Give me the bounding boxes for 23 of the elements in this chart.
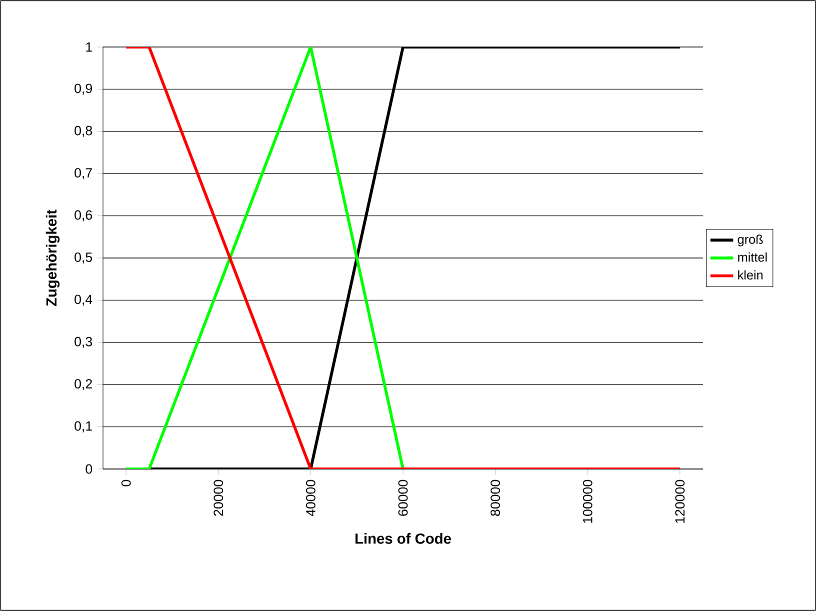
legend-label: mittel (738, 252, 767, 262)
y-tick-label: 0,4 (74, 294, 92, 306)
x-tick-label: 120000 (675, 480, 685, 523)
legend-label: klein (738, 270, 763, 280)
x-tick-label: 40000 (306, 480, 316, 516)
x-tick-label: 60000 (398, 480, 408, 516)
x-tick-label: 100000 (582, 480, 592, 523)
y-tick-label: 0,8 (74, 126, 92, 137)
y-tick-label: 0,6 (74, 210, 92, 222)
y-axis-title: Zugehörigkeit (46, 210, 60, 306)
x-tick-label: 0 (121, 480, 131, 486)
x-axis-title: Lines of Code (356, 533, 451, 544)
y-tick-label: 0,7 (74, 168, 92, 180)
y-tick-label: 0,5 (74, 252, 92, 264)
y-tick-label: 0,2 (74, 379, 92, 390)
y-tick-label: 0,3 (74, 336, 92, 348)
legend-label: groß (738, 234, 763, 246)
y-tick-label: 1 (86, 42, 92, 52)
y-tick-label: 0 (86, 464, 92, 474)
y-tick-label: 0,1 (74, 421, 92, 432)
x-tick-label: 80000 (490, 480, 500, 516)
x-tick-label: 20000 (214, 480, 224, 516)
y-tick-label: 0,9 (74, 84, 92, 95)
